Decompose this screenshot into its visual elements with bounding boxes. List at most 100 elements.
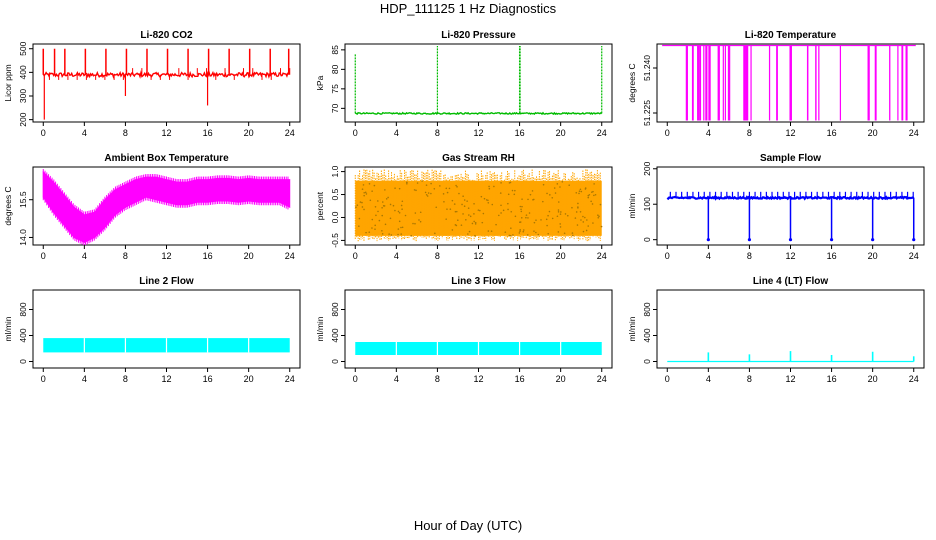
x-tick-label: 0: [353, 251, 358, 261]
x-tick-label: 12: [785, 374, 795, 384]
y-tick-label: 51.240: [642, 55, 652, 81]
series-point: [557, 209, 560, 211]
series-point: [406, 181, 408, 184]
series: [354, 169, 603, 242]
series-point: [582, 230, 585, 233]
series-point: [446, 208, 448, 210]
x-tick-label: 0: [665, 374, 670, 384]
series-point: [519, 229, 521, 231]
series-point: [361, 206, 364, 208]
x-tick-label: 16: [827, 128, 837, 138]
series-point: [519, 230, 521, 233]
panel-title: Li-820 Temperature: [745, 30, 837, 41]
x-tick-label: 4: [82, 251, 87, 261]
x-tick-label: 16: [203, 251, 213, 261]
series-point: [363, 208, 365, 211]
series-point: [457, 219, 459, 221]
y-tick-label: 400: [330, 328, 340, 342]
series-point: [415, 189, 417, 192]
series-point: [549, 194, 551, 196]
x-tick-label: 12: [785, 251, 795, 261]
series-point: [554, 192, 557, 194]
x-tick-label: 0: [41, 374, 46, 384]
series-point: [586, 219, 588, 221]
series-point: [381, 207, 383, 209]
series-point: [455, 184, 457, 187]
series-point: [371, 190, 373, 192]
series-point: [361, 188, 364, 190]
y-tick-label: 400: [18, 328, 28, 342]
series-point: [547, 214, 549, 217]
series-point: [563, 232, 566, 235]
series-point: [546, 224, 548, 227]
series-point: [590, 200, 592, 203]
series-point: [537, 233, 540, 236]
series-point: [497, 214, 500, 217]
x-tick-label: 16: [515, 251, 525, 261]
series-point: [398, 187, 401, 190]
series-point: [377, 200, 379, 202]
series-point: [518, 232, 521, 234]
series-drop-point: [747, 238, 752, 242]
series-point: [556, 215, 559, 218]
x-tick-label: 20: [244, 251, 254, 261]
series-point: [427, 192, 430, 194]
panel-3: Ambient Box Temperature 0 4 8 12 16 20 24 14.0 15…: [3, 153, 301, 261]
series-drop: [901, 45, 904, 121]
series-drop-point: [829, 238, 834, 242]
series-point: [451, 199, 454, 202]
series-point: [368, 231, 371, 233]
y-tick-label: 800: [18, 302, 28, 316]
y-tick-label: 80: [330, 64, 340, 74]
series-point: [374, 224, 376, 227]
series-point: [466, 200, 468, 202]
panel-8: Line 4 (LT) Flow 0 4 8 12 16 20 24 0 400 800 ml/min: [627, 276, 925, 384]
series-point: [453, 203, 456, 205]
panel-2: Li-820 Temperature 0 4 8 12 16 20 24 51.225 51.24…: [627, 30, 925, 138]
series-drop: [691, 45, 694, 121]
series-point: [584, 216, 586, 219]
series-drop: [790, 45, 792, 121]
series: [42, 169, 291, 246]
x-tick-label: 12: [473, 374, 483, 384]
series-drop: [839, 45, 842, 121]
series-point: [483, 197, 486, 200]
series-point: [401, 226, 404, 229]
series-point: [531, 190, 534, 192]
series-point: [469, 215, 472, 218]
series: [354, 45, 603, 116]
series-point: [413, 189, 416, 191]
series-drop: [818, 45, 820, 121]
series-point: [582, 221, 585, 223]
series-point: [451, 229, 454, 231]
x-tick-label: 0: [665, 251, 670, 261]
series-drop: [728, 45, 731, 121]
series-point: [520, 210, 523, 213]
series-point: [591, 191, 593, 193]
series-point: [578, 190, 581, 192]
series-point: [513, 193, 516, 196]
series-point: [406, 182, 408, 185]
x-tick-label: 4: [706, 128, 711, 138]
series-drop: [727, 45, 730, 121]
series-point: [587, 225, 590, 227]
series-point: [540, 219, 542, 221]
panel-title: Line 4 (LT) Flow: [753, 276, 829, 287]
series-drop: [703, 45, 705, 121]
series-point: [400, 226, 402, 229]
series: [42, 48, 291, 120]
series-point: [462, 213, 464, 215]
series-point: [474, 223, 477, 225]
y-tick-label: 15.5: [18, 191, 28, 208]
series-point: [448, 187, 451, 190]
series-point: [463, 205, 466, 207]
series-point: [397, 228, 400, 230]
x-tick-label: 24: [285, 128, 295, 138]
series-point: [557, 231, 560, 233]
x-tick-label: 8: [123, 128, 128, 138]
y-tick-label: 0: [642, 237, 652, 242]
series-point: [439, 185, 441, 187]
series-point: [445, 218, 447, 220]
series-point: [388, 233, 390, 235]
series-point: [514, 189, 516, 192]
